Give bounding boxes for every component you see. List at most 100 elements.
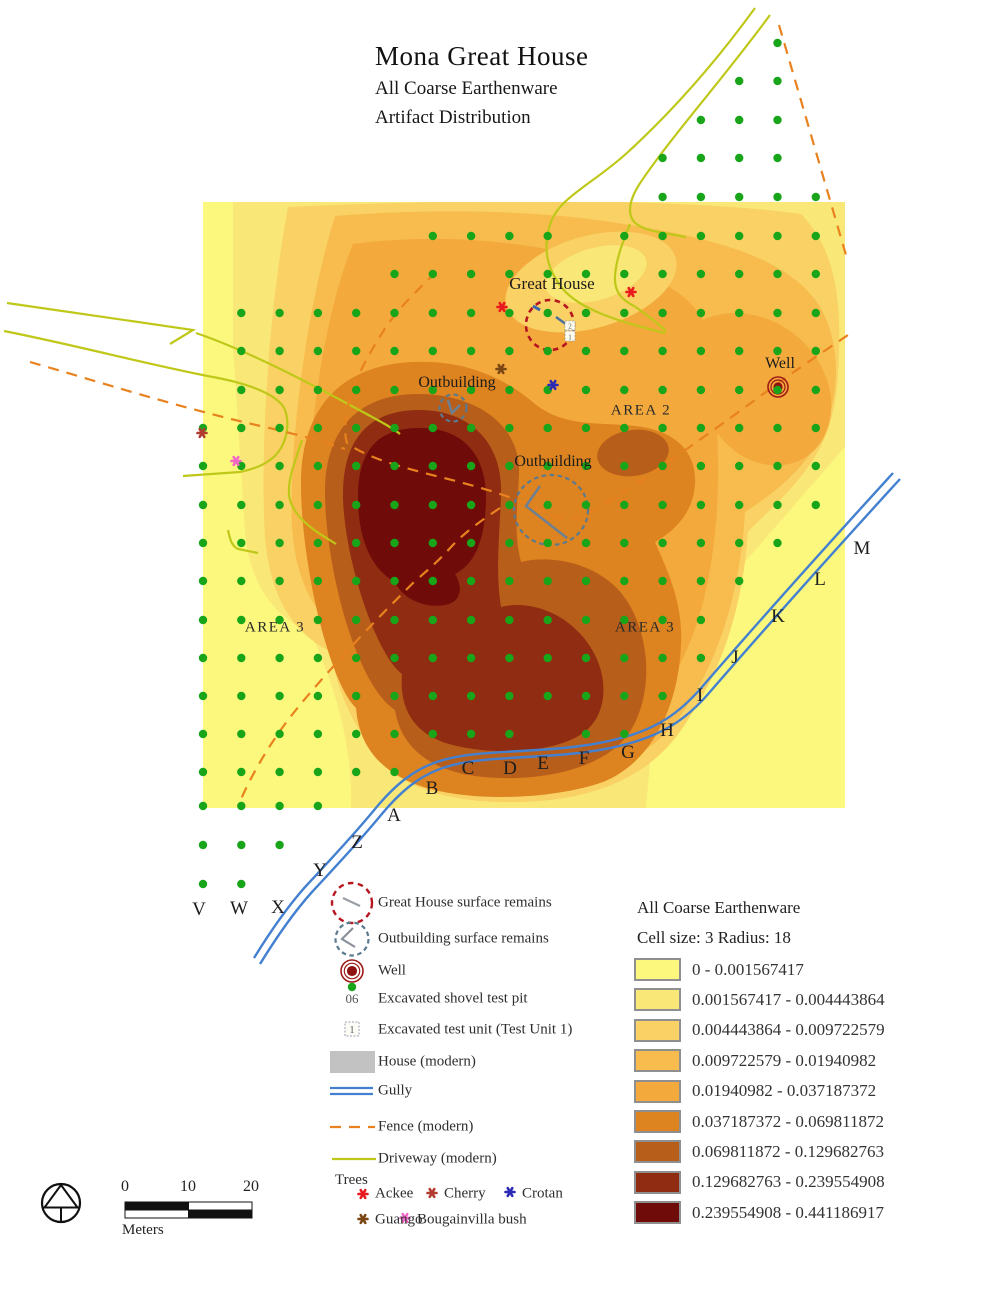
fence-line <box>777 24 850 263</box>
shovel-test-pit-dot <box>313 308 323 318</box>
shovel-test-pit-dot <box>505 615 514 625</box>
outbuilding-remains-icon <box>334 921 370 957</box>
shovel-test-pit-dot <box>620 615 629 625</box>
shovel-test-pit-dot <box>696 269 706 279</box>
shovel-test-pit-dot <box>581 653 591 663</box>
shovel-test-pit-dot <box>505 729 514 739</box>
shovel-test-pit-dot <box>466 461 476 471</box>
shovel-test-pit-dot <box>275 538 284 548</box>
scale-bar-unit: Meters <box>122 1222 164 1238</box>
shovel-test-pit-dot <box>390 538 399 548</box>
shovel-test-pit-dot <box>237 615 246 625</box>
tree-legend-label: Crotan <box>522 1185 563 1202</box>
gully-letter-F: F <box>578 748 590 769</box>
tree-marker-stroke <box>627 286 635 298</box>
gully-letter-Z: Z <box>351 832 363 853</box>
tree-marker-stroke <box>401 1212 409 1224</box>
shovel-test-pit-dot <box>581 423 591 433</box>
shovel-test-pit-dot <box>543 346 552 356</box>
scale-bar-segment <box>124 1201 189 1211</box>
legend-label-house: House (modern) <box>378 1053 476 1070</box>
shovel-test-pit-dot <box>198 767 208 777</box>
shovel-test-pit-dot <box>275 500 284 510</box>
shovel-test-pit-dot <box>237 385 246 395</box>
shovel-test-pit-dot <box>428 538 437 548</box>
legend-label-gh-circle: Great House surface remains <box>378 894 552 911</box>
shovel-test-pit-dot <box>198 461 208 471</box>
shovel-test-pit-dot <box>466 729 476 739</box>
shovel-test-pit-dot <box>505 576 514 586</box>
shovel-test-pit-dot <box>696 576 706 586</box>
shovel-test-pit-dot <box>352 423 361 433</box>
shovel-test-pit-dot <box>275 840 284 850</box>
shovel-test-pit-dot <box>658 653 667 663</box>
shovel-test-pit-dot <box>543 423 552 433</box>
test-unit-square <box>564 330 576 342</box>
test-unit-number: 1 <box>350 1025 355 1036</box>
legend-swatch <box>634 958 681 981</box>
shovel-test-pit-dot <box>313 423 323 433</box>
shovel-test-pit-dot <box>466 576 476 586</box>
shovel-test-pit-dot <box>620 308 629 318</box>
shovel-test-pit-dot <box>352 385 361 395</box>
shovel-test-pit-dot <box>658 576 667 586</box>
shovel-test-pit-dot <box>620 576 629 586</box>
shovel-test-pit-dot <box>543 576 552 586</box>
shovel-test-pit-dot <box>466 653 476 663</box>
driveway-line <box>3 329 289 478</box>
shovel-test-pit-dot <box>773 423 782 433</box>
tree-guango <box>495 363 507 375</box>
tree-marker-stroke <box>428 1187 436 1199</box>
driveway-line <box>226 529 259 555</box>
tree-marker-stroke <box>359 1188 367 1200</box>
shovel-test-pit-dot <box>773 76 782 86</box>
shovel-test-pit-dot <box>543 538 552 548</box>
class-legend-row: 0.01940982 - 0.037187372 <box>634 1079 876 1103</box>
shovel-test-pit-dot <box>811 423 820 433</box>
shovel-test-pit-dot <box>505 461 514 471</box>
shovel-test-pit-dot <box>428 500 437 510</box>
driveway-line <box>628 14 771 239</box>
map-label: Outbuilding <box>514 453 592 470</box>
shovel-test-pit-dot <box>390 500 399 510</box>
shovel-test-pit-dot <box>237 461 246 471</box>
shovel-test-pit-dot <box>696 192 706 202</box>
shovel-test-pit-dot <box>735 346 744 356</box>
driveway-line <box>613 223 667 332</box>
shovel-test-pit-dot <box>658 615 667 625</box>
tree-marker-stroke <box>497 363 505 375</box>
shovel-test-pit-dot <box>505 308 514 318</box>
tree-ackee <box>625 286 637 298</box>
legend-label-fence: Fence (modern) <box>378 1118 474 1135</box>
tree-crotan <box>547 379 559 391</box>
legend-range: 0.239554908 - 0.441186917 <box>692 1202 885 1222</box>
shovel-test-pit-dot <box>735 115 744 125</box>
contour-light-patch-inner <box>545 245 647 303</box>
legend-swatch <box>634 988 681 1012</box>
shovel-test-pit-dot <box>352 461 361 471</box>
gully-letter-E: E <box>537 753 549 774</box>
shovel-test-pit-dot <box>581 269 591 279</box>
shovel-test-pit-dot <box>658 500 667 510</box>
map-label: AREA 3 <box>614 619 676 636</box>
page-title: Mona Great House <box>375 41 589 71</box>
shovel-test-pit-dot <box>198 538 208 548</box>
shovel-test-pit-dot <box>696 538 706 548</box>
shovel-test-pit-dot <box>543 653 552 663</box>
gully-letter-J: J <box>731 647 739 668</box>
class-legend-row: 0.239554908 - 0.441186917 <box>634 1201 885 1225</box>
shovel-test-pit-dot <box>773 461 782 471</box>
well-outer-ring <box>767 376 789 398</box>
contour-class-9 <box>358 427 487 606</box>
tree-legend-label: Ackee <box>375 1185 414 1202</box>
fence-line <box>344 271 849 520</box>
shovel-test-pit-dot <box>581 500 591 510</box>
shovel-test-pit-dot <box>428 576 437 586</box>
shovel-test-pit-dot <box>505 346 514 356</box>
shovel-test-pit-dot <box>696 461 706 471</box>
class-legend-row: 0 - 0.001567417 <box>634 958 804 981</box>
shovel-test-pit-dot <box>696 308 706 318</box>
shovel-test-pit-dot <box>198 500 208 510</box>
shovel-test-pit-dot <box>773 115 782 125</box>
gully-letter-G: G <box>621 742 635 763</box>
